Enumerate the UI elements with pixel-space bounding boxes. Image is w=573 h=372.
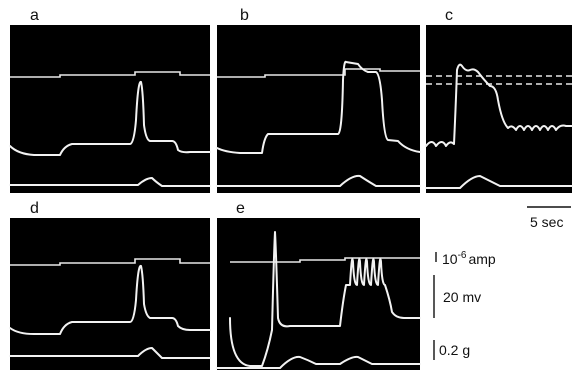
panel-e-current-trace xyxy=(230,257,420,263)
panel-b xyxy=(216,25,421,193)
panel-c-membrane-trace xyxy=(425,63,573,147)
panel-d-current-trace xyxy=(10,258,210,266)
time-scale-label: 5 sec xyxy=(530,214,563,230)
panel-b-membrane-trace xyxy=(216,60,421,154)
panel-label-d: d xyxy=(30,200,39,217)
panel-d xyxy=(9,218,211,370)
current-scale-unit: amp xyxy=(468,251,495,267)
panel-e-membrane-trace xyxy=(229,231,421,367)
panel-b-current-trace xyxy=(217,68,420,78)
panel-e-background xyxy=(217,218,420,370)
panel-e xyxy=(216,218,421,370)
current-scale-exponent: -6 xyxy=(458,250,467,261)
current-scale-label: 10-6 amp xyxy=(442,250,496,267)
voltage-scale-label: 20 mv xyxy=(443,289,481,305)
panel-d-background xyxy=(10,218,210,370)
scale-bars: 5 sec 10-6 amp 20 mv 0.2 g xyxy=(433,206,571,360)
current-scale-value: 10 xyxy=(442,251,458,267)
panel-label-e: e xyxy=(236,200,245,217)
panel-a-membrane-trace xyxy=(9,80,211,156)
panel-b-force-trace xyxy=(216,174,421,187)
panel-label-b: b xyxy=(240,7,249,24)
panel-a xyxy=(9,25,211,193)
panel-d-membrane-trace xyxy=(9,264,211,335)
panel-c xyxy=(425,25,573,193)
panel-a-current-trace xyxy=(10,71,210,78)
panel-label-a: a xyxy=(30,7,39,24)
panel-a-background xyxy=(10,25,210,193)
panel-d-force-trace xyxy=(9,347,211,359)
force-scale-label: 0.2 g xyxy=(439,342,470,358)
panel-a-force-trace xyxy=(9,177,211,187)
panel-b-background xyxy=(217,25,420,193)
panel-e-force-trace xyxy=(216,355,421,369)
panel-c-force-trace xyxy=(425,175,573,189)
panel-label-c: c xyxy=(445,7,453,24)
